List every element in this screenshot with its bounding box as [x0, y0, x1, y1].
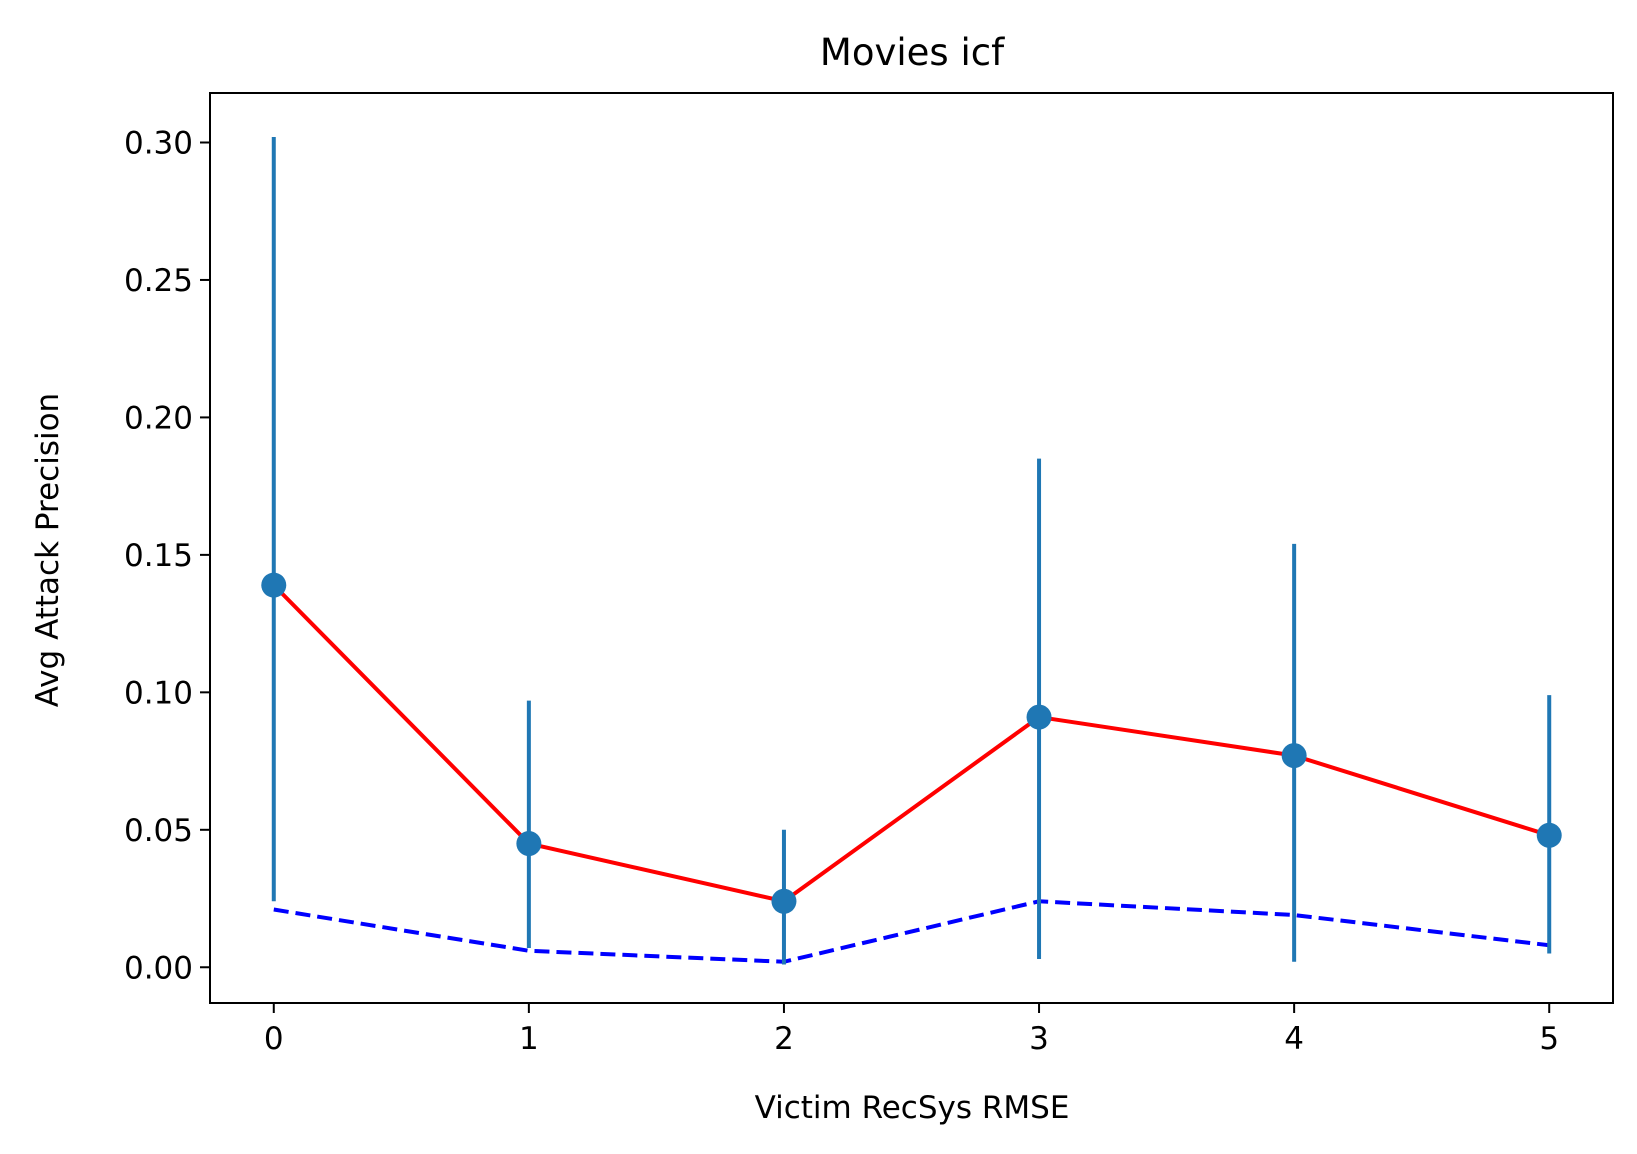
y-tick-label: 0.20 [124, 400, 193, 436]
data-point-marker [516, 831, 542, 857]
y-tick-label: 0.10 [124, 675, 193, 711]
y-tick-label: 0.05 [124, 813, 193, 849]
data-point-marker [1281, 743, 1307, 769]
y-tick-label: 0.30 [124, 125, 193, 161]
x-tick-label: 1 [519, 1021, 539, 1057]
axes-frame [209, 92, 1614, 1004]
baseline-dashed-line [273, 899, 1550, 964]
data-point-marker [261, 572, 287, 598]
mean-solid-line [272, 583, 1550, 904]
data-point-marker [1536, 822, 1562, 848]
plot-area: 0 1 2 3 4 5 0.00 0.05 0.10 0.15 0.20 0.25 0.30 [124, 125, 1562, 1057]
x-tick-label: 5 [1539, 1021, 1559, 1057]
y-tick-label: 0.25 [124, 263, 193, 299]
x-tick-label: 3 [1029, 1021, 1049, 1057]
x-tick-label: 4 [1284, 1021, 1304, 1057]
y-tick-label: 0.15 [124, 538, 193, 574]
x-axis-label: Victim RecSys RMSE [755, 1090, 1070, 1126]
chart-title: Movies icf [820, 31, 1005, 74]
data-point-marker [1026, 704, 1052, 730]
x-tick-label: 0 [264, 1021, 284, 1057]
data-point-marker [771, 888, 797, 914]
y-axis-label: Avg Attack Precision [30, 393, 66, 707]
x-tick-label: 2 [774, 1021, 794, 1057]
y-tick-label: 0.00 [124, 950, 193, 986]
